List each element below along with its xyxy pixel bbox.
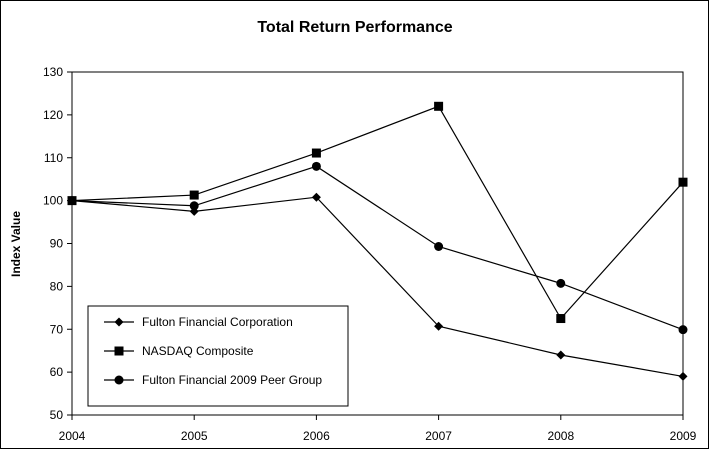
x-tick-label: 2008	[547, 429, 574, 443]
y-tick-label: 130	[43, 65, 63, 79]
y-tick-label: 110	[44, 151, 63, 165]
data-point-diamond	[311, 192, 321, 202]
x-tick-label: 2006	[303, 429, 330, 443]
y-tick-label: 120	[43, 108, 63, 122]
y-tick-label: 90	[50, 237, 64, 251]
data-point-square	[678, 177, 688, 187]
x-tick-label: 2004	[59, 429, 86, 443]
data-point-circle	[67, 196, 77, 206]
chart-title: Total Return Performance	[257, 19, 452, 36]
data-point-diamond	[556, 350, 566, 360]
data-point-circle	[556, 278, 566, 288]
x-tick-label: 2007	[425, 429, 452, 443]
legend-box	[87, 305, 349, 407]
series-line-diamond	[71, 196, 684, 378]
plot-area: 50 60 70 80 90 100 110 120 130 2004 2005 2006 2007 20…	[43, 65, 697, 443]
y-tick-label: 70	[50, 322, 64, 336]
legend-label: Fulton Financial Corporation	[142, 315, 293, 329]
series-line-circle	[71, 165, 684, 331]
data-point-diamond	[434, 321, 444, 331]
data-point-circle	[311, 161, 321, 171]
legend: Fulton Financial Corporation NASDAQ Compo…	[87, 305, 349, 407]
data-point-square	[311, 148, 321, 158]
data-point-square	[434, 101, 444, 111]
legend-label: Fulton Financial 2009 Peer Group	[142, 373, 322, 387]
legend-label: NASDAQ Composite	[142, 344, 254, 358]
y-tick-label: 60	[50, 365, 64, 379]
data-point-circle	[678, 325, 688, 335]
series-line-square	[71, 105, 684, 320]
x-tick-label: 2005	[181, 429, 208, 443]
y-axis-label: Index Value	[9, 211, 23, 277]
data-point-circle	[189, 201, 199, 211]
legend-marker-diamond	[114, 317, 124, 327]
data-point-square	[189, 190, 199, 200]
legend-marker-circle	[114, 375, 124, 385]
x-tick-label: 2009	[670, 429, 697, 443]
data-point-circle	[434, 242, 444, 252]
y-tick-label: 80	[50, 279, 64, 293]
legend-marker-square	[114, 346, 124, 356]
data-point-square	[556, 314, 566, 324]
y-tick-label: 100	[43, 194, 63, 208]
y-tick-label: 50	[50, 408, 64, 422]
data-point-diamond	[678, 371, 688, 381]
